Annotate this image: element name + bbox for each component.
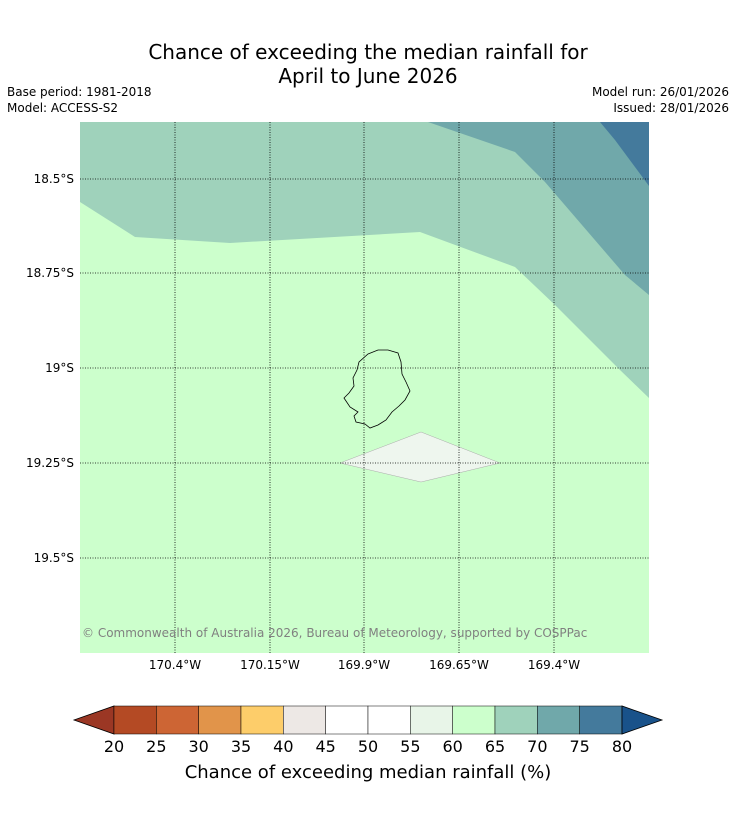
colorbar-title: Chance of exceeding median rainfall (%) — [185, 762, 552, 783]
lon-label: 170.4°W — [149, 658, 201, 672]
colorbar-segment — [240, 705, 284, 735]
lat-label: 19°S — [45, 361, 74, 375]
base-period-text: Base period: 1981-2018 — [7, 85, 152, 99]
colorbar-tick-label: 50 — [358, 737, 378, 756]
island-coastline — [343, 349, 411, 429]
colorbar-tick-label: 70 — [527, 737, 547, 756]
copyright-text: © Commonwealth of Australia 2026, Bureau… — [82, 626, 587, 640]
colorbar-segment — [325, 705, 369, 735]
lon-label: 169.9°W — [338, 658, 390, 672]
lat-label: 18.75°S — [26, 266, 74, 280]
colorbar-tick-label: 45 — [315, 737, 335, 756]
colorbar-tick-label: 20 — [104, 737, 124, 756]
colorbar-segment — [198, 705, 242, 735]
colorbar-tick-label: 40 — [273, 737, 293, 756]
model-run-text: Model run: 26/01/2026 — [591, 85, 729, 99]
colorbar-tick-label: 25 — [146, 737, 166, 756]
colorbar-tick-label: 80 — [612, 737, 632, 756]
colorbar-tick-label: 30 — [188, 737, 208, 756]
region-65-70 — [80, 122, 649, 398]
region-70-75 — [428, 122, 649, 295]
longitude-labels: 170.4°W 170.15°W 169.9°W 169.65°W 169.4°… — [149, 658, 580, 672]
colorbar-over-arrow — [621, 705, 664, 735]
map-plot-area: © Commonwealth of Australia 2026, Bureau… — [80, 122, 649, 653]
meta-right: Model run: 26/01/2026 Issued: 28/01/2026 — [592, 84, 729, 116]
colorbar-tick-label: 55 — [400, 737, 420, 756]
colorbar — [72, 705, 664, 735]
map-title-line-1: Chance of exceeding the median rainfall … — [148, 40, 588, 64]
meta-left: Base period: 1981-2018 Model: ACCESS-S2 — [7, 84, 152, 116]
colorbar-segment — [156, 705, 199, 735]
lat-label: 19.5°S — [34, 551, 74, 565]
colorbar-tick-label: 35 — [231, 737, 251, 756]
colorbar-segment — [113, 705, 157, 735]
issued-text: Issued: 28/01/2026 — [613, 101, 729, 115]
latitude-labels: 18.5°S 18.75°S 19°S 19.25°S 19.5°S — [26, 172, 74, 565]
colorbar-segment — [452, 705, 496, 735]
colorbar-tick-label: 60 — [442, 737, 462, 756]
model-text: Model: ACCESS-S2 — [7, 101, 119, 115]
colorbar-tick-label: 65 — [485, 737, 505, 756]
lon-label: 169.4°W — [528, 658, 580, 672]
lat-label: 19.25°S — [26, 456, 74, 470]
colorbar-segment — [283, 705, 326, 735]
colorbar-segment — [410, 705, 453, 735]
colorbar-segment — [537, 705, 580, 735]
colorbar-tick-label: 75 — [569, 737, 589, 756]
colorbar-segment — [579, 705, 623, 735]
colorbar-segment — [494, 705, 538, 735]
colorbar-segment — [367, 705, 411, 735]
colorbar-under-arrow — [72, 705, 115, 735]
lat-label: 18.5°S — [34, 172, 74, 186]
map-title-line-2: April to June 2026 — [278, 64, 458, 88]
lon-label: 170.15°W — [240, 658, 300, 672]
lon-label: 169.65°W — [429, 658, 489, 672]
region-75-80 — [600, 122, 649, 186]
gridlines — [80, 122, 649, 653]
colorbar-tick-labels: 20 25 30 35 40 45 50 55 60 65 70 75 80 — [104, 737, 632, 756]
